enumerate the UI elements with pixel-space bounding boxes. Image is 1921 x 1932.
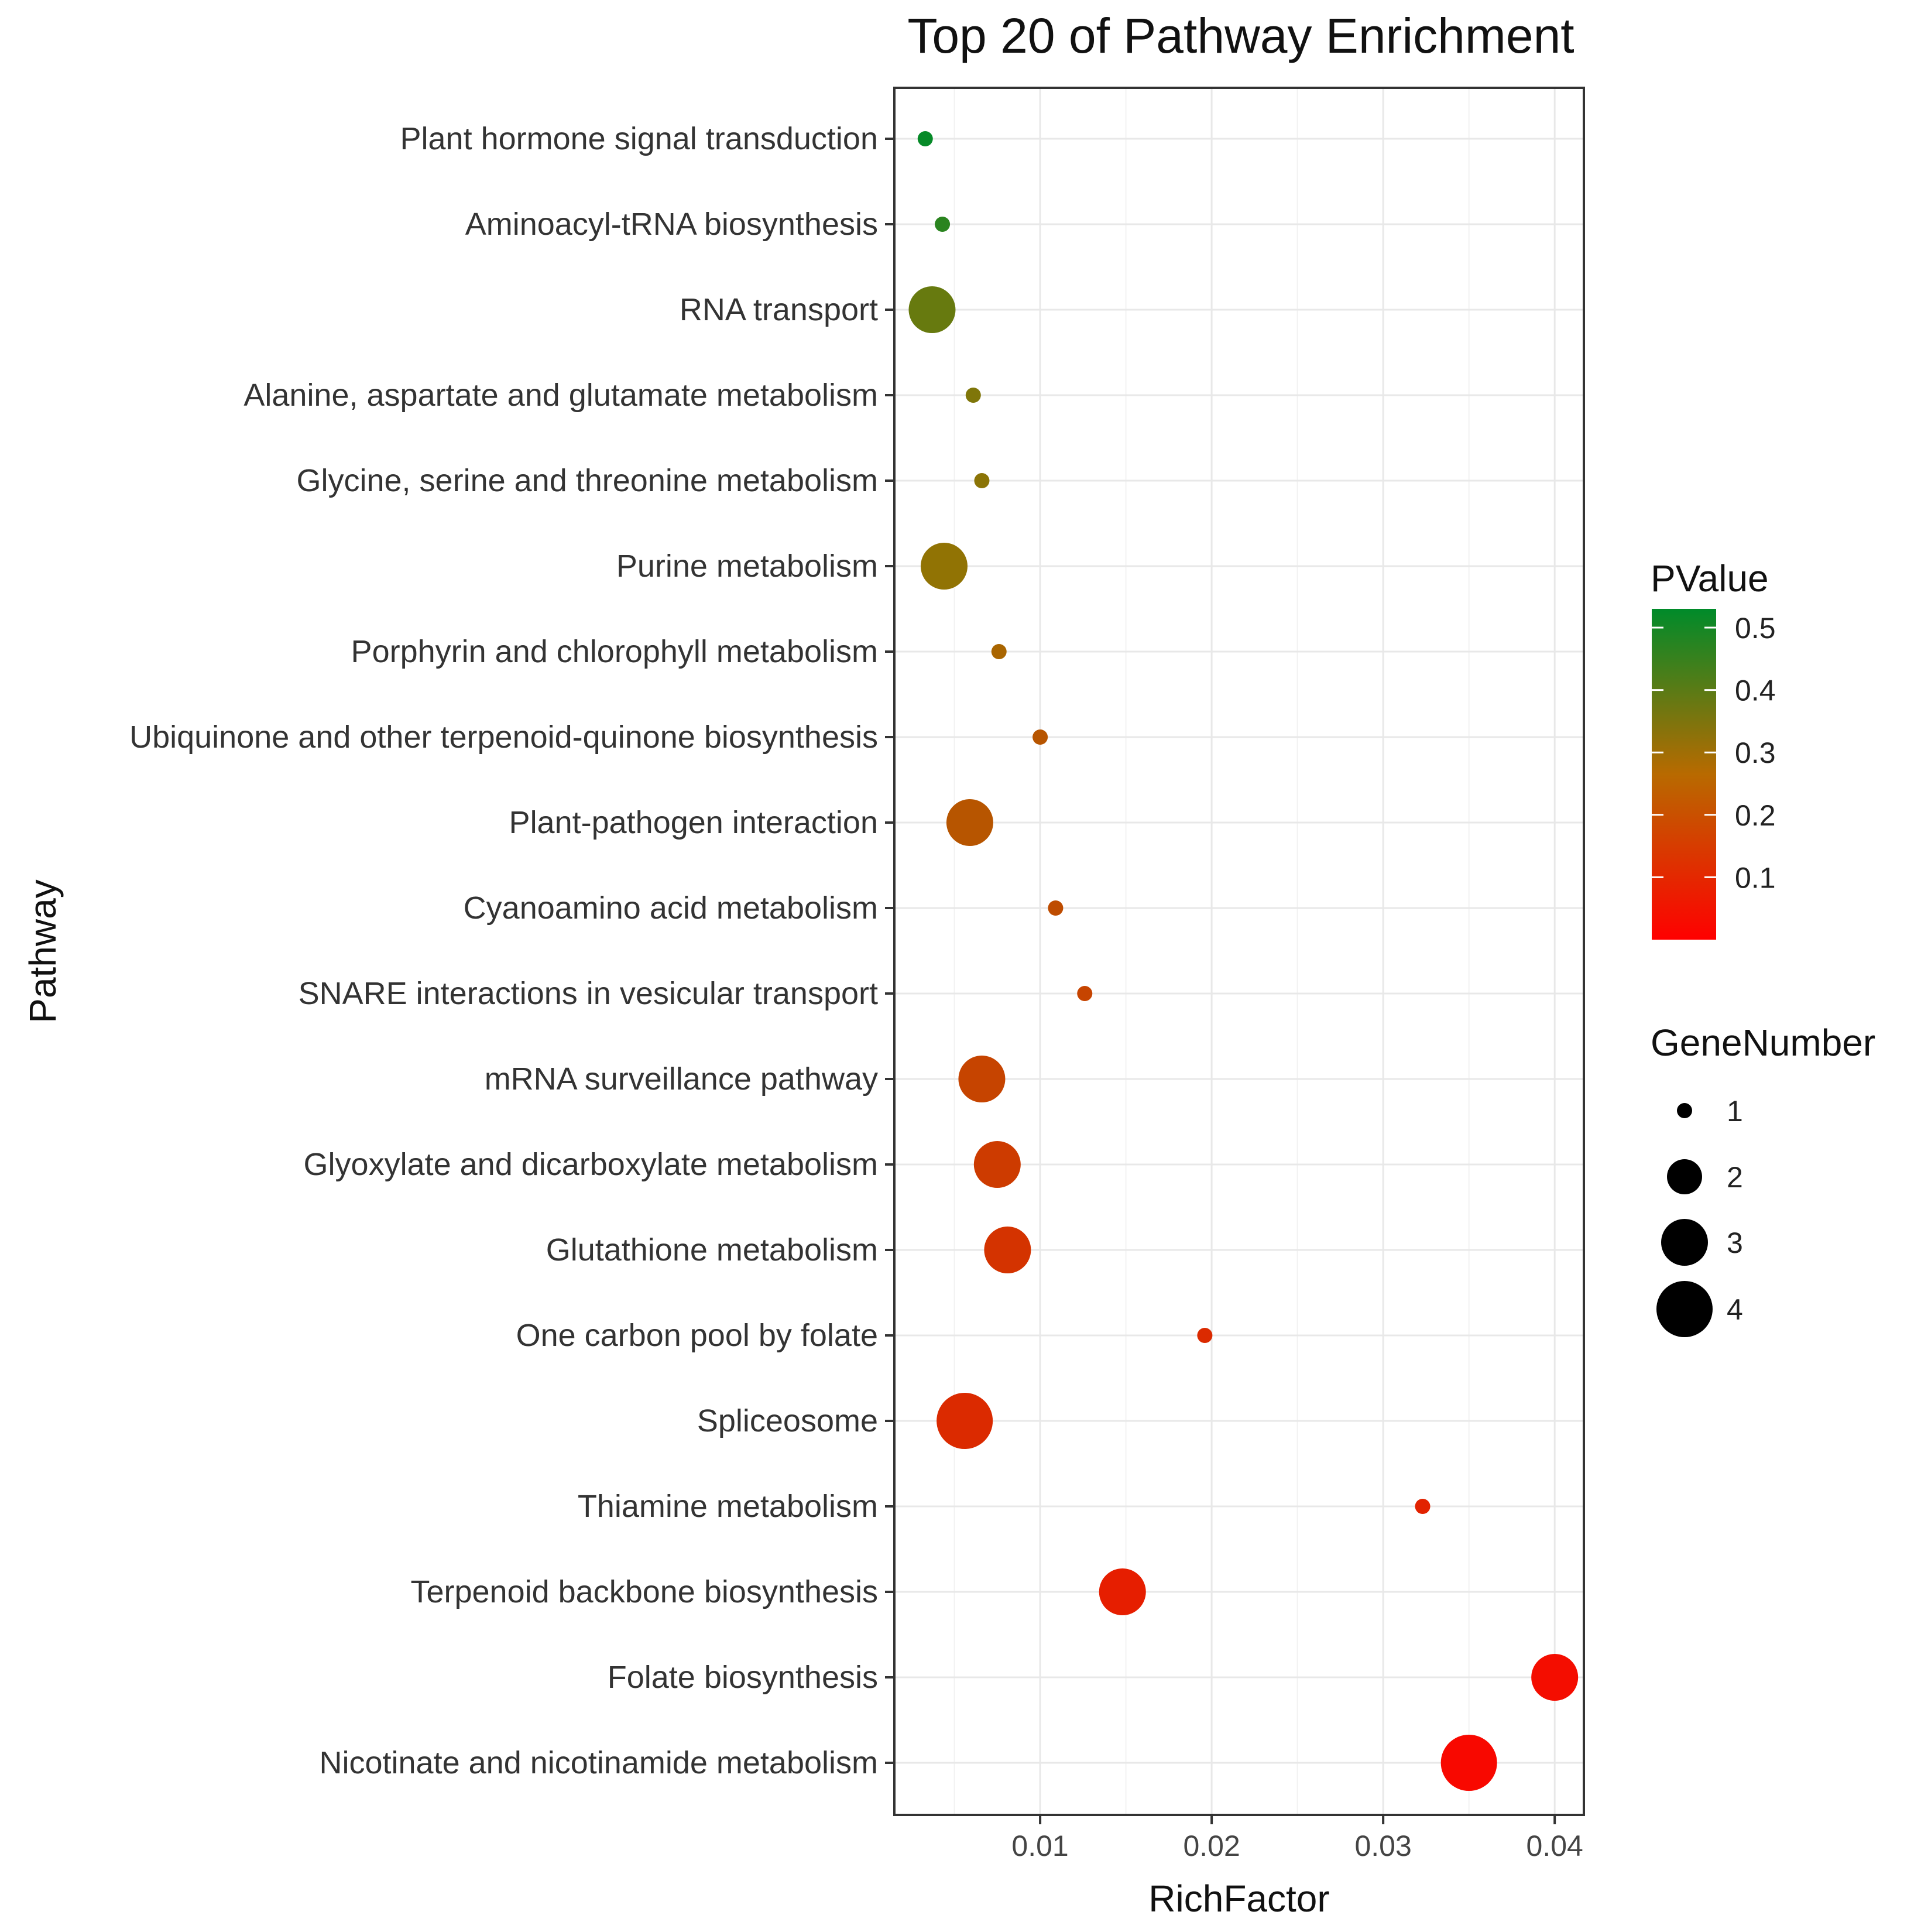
- x-tick-label: 0.01: [1011, 1830, 1068, 1862]
- y-axis-title: Pathway: [22, 879, 64, 1023]
- colorbar-tick-label: 0.1: [1735, 861, 1776, 894]
- data-point: [974, 473, 990, 488]
- genenumber-legend-label: 3: [1727, 1227, 1743, 1259]
- genenumber-legend-items: 1 2 3 4: [1656, 1095, 1743, 1337]
- data-points: [908, 131, 1579, 1791]
- data-point: [917, 131, 933, 146]
- x-tick-label: 0.02: [1183, 1830, 1240, 1862]
- x-tick-label: 0.04: [1526, 1830, 1583, 1862]
- y-tick-label: Aminoacyl-tRNA biosynthesis: [465, 207, 878, 242]
- pvalue-legend: PValue 0.5 0.4 0.3 0.2 0.1: [1651, 557, 1776, 940]
- genenumber-legend: GeneNumber 1 2 3 4: [1651, 1022, 1875, 1337]
- y-tick-label: Thiamine metabolism: [578, 1489, 878, 1524]
- data-point: [1099, 1568, 1146, 1615]
- pvalue-colorbar: [1652, 609, 1716, 940]
- data-point: [1197, 1328, 1213, 1343]
- data-point: [935, 217, 951, 232]
- x-tick-label: 0.03: [1354, 1830, 1411, 1862]
- genenumber-legend-label: 1: [1727, 1095, 1743, 1128]
- y-tick-label: Nicotinate and nicotinamide metabolism: [320, 1745, 879, 1780]
- x-axis: 0.01 0.02 0.03 0.04: [1011, 1815, 1583, 1862]
- genenumber-legend-key: [1667, 1159, 1702, 1194]
- genenumber-legend-key: [1661, 1219, 1708, 1266]
- y-tick-label: Ubiquinone and other terpenoid-quinone b…: [129, 720, 878, 755]
- data-point: [958, 1056, 1006, 1102]
- colorbar-tick-label: 0.2: [1735, 799, 1776, 832]
- y-tick-label: Purine metabolism: [616, 549, 878, 584]
- data-point: [946, 799, 993, 846]
- data-point: [1440, 1735, 1497, 1791]
- y-axis: Plant hormone signal transduction Aminoac…: [129, 121, 894, 1780]
- y-tick-label: Terpenoid backbone biosynthesis: [410, 1574, 878, 1609]
- pvalue-legend-title: PValue: [1651, 557, 1769, 600]
- data-point: [1531, 1654, 1579, 1701]
- y-tick-label: Plant-pathogen interaction: [509, 805, 878, 840]
- pvalue-colorbar-ticks: 0.5 0.4 0.3 0.2 0.1: [1652, 612, 1776, 894]
- genenumber-legend-title: GeneNumber: [1651, 1022, 1875, 1064]
- data-point: [973, 1141, 1021, 1188]
- colorbar-tick-label: 0.3: [1735, 737, 1776, 769]
- data-point: [965, 388, 981, 403]
- y-tick-label: Glyoxylate and dicarboxylate metabolism: [304, 1147, 878, 1182]
- data-point: [920, 543, 968, 590]
- y-tick-label: SNARE interactions in vesicular transpor…: [299, 976, 878, 1011]
- y-tick-label: Folate biosynthesis: [608, 1660, 878, 1695]
- data-point: [1048, 900, 1064, 916]
- data-point: [937, 1393, 993, 1449]
- colorbar-tick-label: 0.5: [1735, 612, 1776, 645]
- x-axis-title: RichFactor: [1148, 1878, 1329, 1920]
- plot-panel: [893, 87, 1585, 1816]
- genenumber-legend-label: 4: [1727, 1293, 1743, 1326]
- genenumber-legend-label: 2: [1727, 1161, 1743, 1194]
- y-tick-label: RNA transport: [680, 292, 878, 327]
- genenumber-legend-key: [1656, 1281, 1713, 1337]
- y-tick-label: Porphyrin and chlorophyll metabolism: [351, 634, 878, 669]
- data-point: [1415, 1499, 1431, 1514]
- y-tick-label: Glycine, serine and threonine metabolism: [296, 463, 878, 498]
- colorbar-tick-label: 0.4: [1735, 674, 1776, 707]
- data-point: [991, 644, 1007, 659]
- y-tick-label: Cyanoamino acid metabolism: [464, 890, 878, 926]
- y-tick-label: Spliceosome: [697, 1403, 878, 1438]
- y-tick-label: mRNA surveillance pathway: [485, 1061, 878, 1097]
- grid: [894, 88, 1584, 1815]
- chart-title: Top 20 of Pathway Enrichment: [907, 8, 1574, 63]
- y-tick-label: Glutathione metabolism: [546, 1232, 878, 1268]
- data-point: [984, 1227, 1031, 1273]
- data-point: [1077, 986, 1093, 1001]
- genenumber-legend-key: [1677, 1103, 1692, 1118]
- data-point: [908, 286, 956, 333]
- y-tick-label: Alanine, aspartate and glutamate metabol…: [243, 378, 878, 413]
- data-point: [1032, 729, 1048, 745]
- y-tick-label: Plant hormone signal transduction: [400, 121, 879, 156]
- y-tick-label: One carbon pool by folate: [516, 1318, 878, 1353]
